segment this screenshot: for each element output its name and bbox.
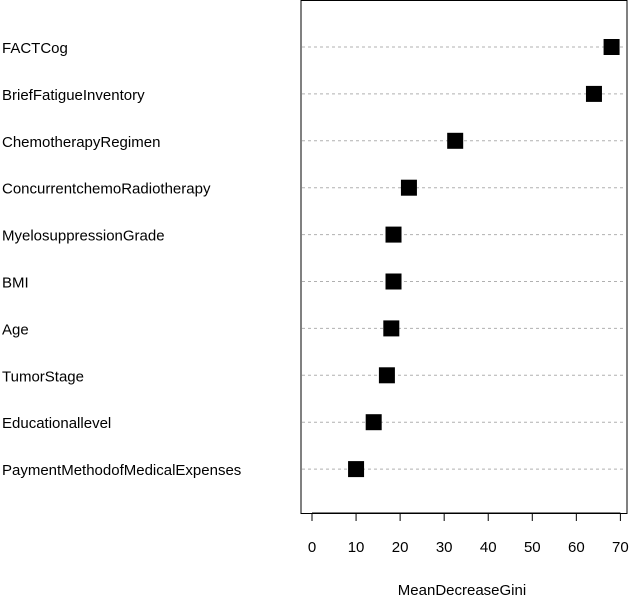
category-labels: FACTCog BriefFatigueInventory Chemotherapy… — [2, 40, 241, 479]
plot-area-frame — [300, 0, 628, 514]
x-axis-title: MeanDecreaseGini — [398, 582, 526, 596]
data-point — [378, 367, 395, 384]
category-label: TumorStage — [2, 368, 84, 385]
data-point — [400, 179, 417, 196]
data-point — [385, 226, 402, 243]
data-markers — [348, 39, 620, 478]
data-point — [585, 85, 602, 102]
category-label: FACTCog — [2, 40, 68, 57]
data-point — [365, 414, 382, 431]
x-tick-label: 0 — [308, 539, 316, 556]
category-label: Age — [2, 321, 29, 338]
category-label: BriefFatigueInventory — [2, 87, 145, 104]
x-tick-label: 40 — [480, 539, 497, 556]
data-point — [383, 320, 400, 337]
x-tick-label: 20 — [392, 539, 409, 556]
category-label: ChemotherapyRegimen — [2, 134, 160, 151]
data-point — [348, 461, 365, 478]
grid-lines — [302, 46, 626, 470]
data-point — [385, 273, 402, 290]
category-label: MyelosuppressionGrade — [2, 228, 165, 245]
data-point — [603, 39, 620, 55]
x-tick-label: 30 — [436, 539, 453, 556]
x-tick-label: 50 — [524, 539, 541, 556]
category-label: Educationallevel — [2, 415, 111, 432]
category-label: PaymentMethodofMedicalExpenses — [2, 462, 241, 479]
x-tick-label: 10 — [348, 539, 365, 556]
category-label: ConcurrentchemoRadiotherapy — [2, 181, 211, 198]
category-label: BMI — [2, 275, 29, 292]
x-tick-label: 70 — [612, 539, 629, 556]
x-tick-label: 60 — [568, 539, 585, 556]
x-axis: 0 10 20 30 40 50 60 70 — [308, 512, 629, 556]
data-point — [447, 132, 464, 149]
